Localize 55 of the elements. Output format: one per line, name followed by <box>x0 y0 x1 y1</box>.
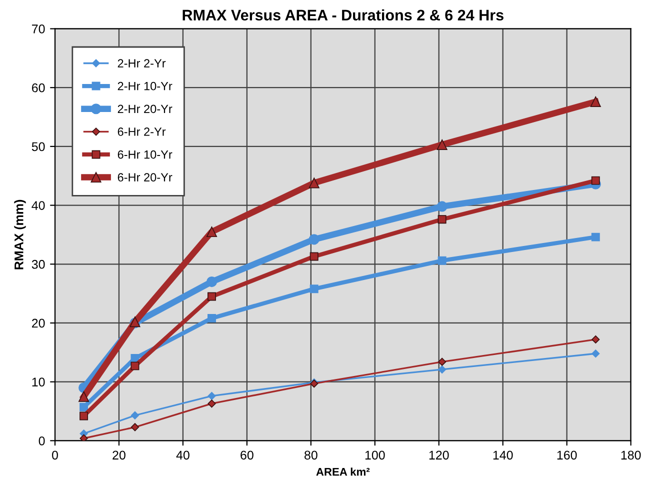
y-tick-label: 10 <box>32 378 45 386</box>
y-tick-label: 60 <box>32 83 45 92</box>
point <box>80 402 88 412</box>
x-tick-label: 100 <box>365 450 385 460</box>
point <box>436 139 448 150</box>
point <box>206 226 218 238</box>
legend-label: 6-Hr 20-Yr <box>118 173 172 182</box>
x-tick-label: 40 <box>176 450 190 460</box>
point <box>130 423 140 432</box>
x-tick-label: 160 <box>557 450 577 460</box>
point <box>80 412 88 420</box>
point <box>438 215 446 224</box>
point <box>206 276 218 288</box>
point <box>208 292 216 301</box>
point <box>208 400 216 408</box>
y-tick-label: 30 <box>32 260 45 269</box>
point <box>208 392 216 400</box>
legend-label: 6-Hr 10-Yr <box>118 150 172 159</box>
y-tick-label: 50 <box>32 142 45 152</box>
x-axis-title: AREA km² <box>316 468 370 476</box>
point <box>130 411 140 420</box>
point <box>590 96 601 107</box>
legend-label: 6-Hr 2-Yr <box>118 128 166 136</box>
y-tick-label: 20 <box>32 318 45 328</box>
x-tick-label: 180 <box>621 450 641 460</box>
point <box>591 232 600 242</box>
point <box>592 335 600 344</box>
y-tick-label: 0 <box>38 436 45 446</box>
x-tick-label: 80 <box>304 450 318 460</box>
legend-label: 2-Hr 20-Yr <box>118 104 172 114</box>
point <box>438 358 446 366</box>
y-axis-title: RMAX (mm) <box>14 200 26 270</box>
point <box>308 234 320 245</box>
legend-label: 2-Hr 2-Yr <box>118 59 166 68</box>
point <box>438 256 446 265</box>
x-tick-label: 140 <box>493 450 513 460</box>
x-tick-label: 20 <box>112 450 126 460</box>
chart-title: RMAX Versus AREA - Durations 2 & 6 24 Hrs <box>182 9 504 21</box>
legend-label: 2-Hr 10-Yr <box>118 82 172 90</box>
point <box>438 365 446 374</box>
point <box>308 178 320 188</box>
point <box>310 252 318 261</box>
point <box>130 362 140 370</box>
x-tick-label: 120 <box>429 450 449 460</box>
point <box>592 350 600 358</box>
point <box>80 434 88 441</box>
point <box>310 284 318 294</box>
x-tick-label: 60 <box>240 450 254 460</box>
point <box>208 314 216 323</box>
y-tick-label: 40 <box>32 201 45 210</box>
y-tick-label: 70 <box>32 24 45 34</box>
point <box>78 391 90 402</box>
point <box>436 201 448 212</box>
point <box>591 176 600 185</box>
x-tick-label: 0 <box>52 450 58 460</box>
